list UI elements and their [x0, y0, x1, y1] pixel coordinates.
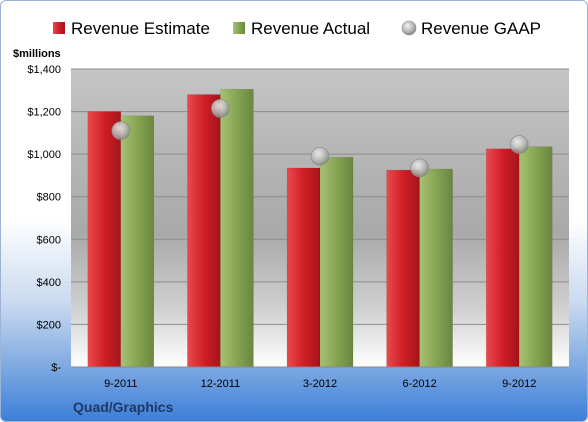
y-unit-label: $millions: [13, 48, 61, 60]
gaap-marker: [310, 146, 330, 166]
legend-swatch-estimate: [53, 22, 65, 34]
gaap-marker: [211, 99, 230, 118]
x-tick-label: 9-2011: [104, 378, 137, 390]
y-tick-label: $800: [37, 192, 61, 204]
actual-bar: [220, 88, 254, 368]
x-tick-label: 12-2011: [201, 378, 241, 390]
actual-bar: [419, 168, 453, 368]
legend-label: Revenue GAAP: [421, 19, 541, 38]
y-tick-label: $200: [37, 319, 61, 331]
gaap-marker: [111, 121, 131, 141]
x-tick-label: 3-2012: [303, 378, 337, 390]
y-tick-label: $1,000: [27, 149, 61, 161]
y-tick-label: $1,400: [27, 64, 61, 76]
y-tick-label: $600: [37, 234, 61, 246]
estimate-bar: [485, 148, 520, 368]
chart-legend: Revenue Estimate Revenue Actual Revenue GA…: [53, 19, 541, 38]
legend-label: Revenue Actual: [251, 19, 370, 38]
x-tick-label: 6-2012: [402, 378, 436, 390]
y-axis-ticks: $- $200 $400 $600 $800 $1,000 $1,200 $1,400: [27, 64, 61, 374]
estimate-bar: [187, 94, 221, 368]
legend-swatch-gaap: [401, 20, 417, 36]
y-tick-label: $400: [37, 277, 61, 289]
estimate-bar: [386, 169, 420, 368]
x-tick-label: 9-2012: [502, 378, 536, 390]
x-axis-ticks: 9-2011 12-2011 3-2012 6-2012 9-2012: [104, 378, 536, 390]
legend-swatch-actual: [233, 22, 245, 34]
gaap-markers: [111, 99, 529, 178]
company-name: Quad/Graphics: [73, 399, 174, 415]
actual-bar: [120, 115, 155, 368]
gaap-marker: [509, 135, 529, 154]
estimate-bar: [286, 167, 321, 368]
estimate-bar: [87, 111, 122, 368]
actual-bar: [319, 157, 354, 368]
y-tick-label: $-: [51, 362, 61, 374]
actual-bar: [518, 146, 553, 368]
legend-label: Revenue Estimate: [71, 19, 210, 38]
gaap-marker: [410, 158, 429, 178]
y-tick-label: $1,200: [27, 107, 61, 119]
